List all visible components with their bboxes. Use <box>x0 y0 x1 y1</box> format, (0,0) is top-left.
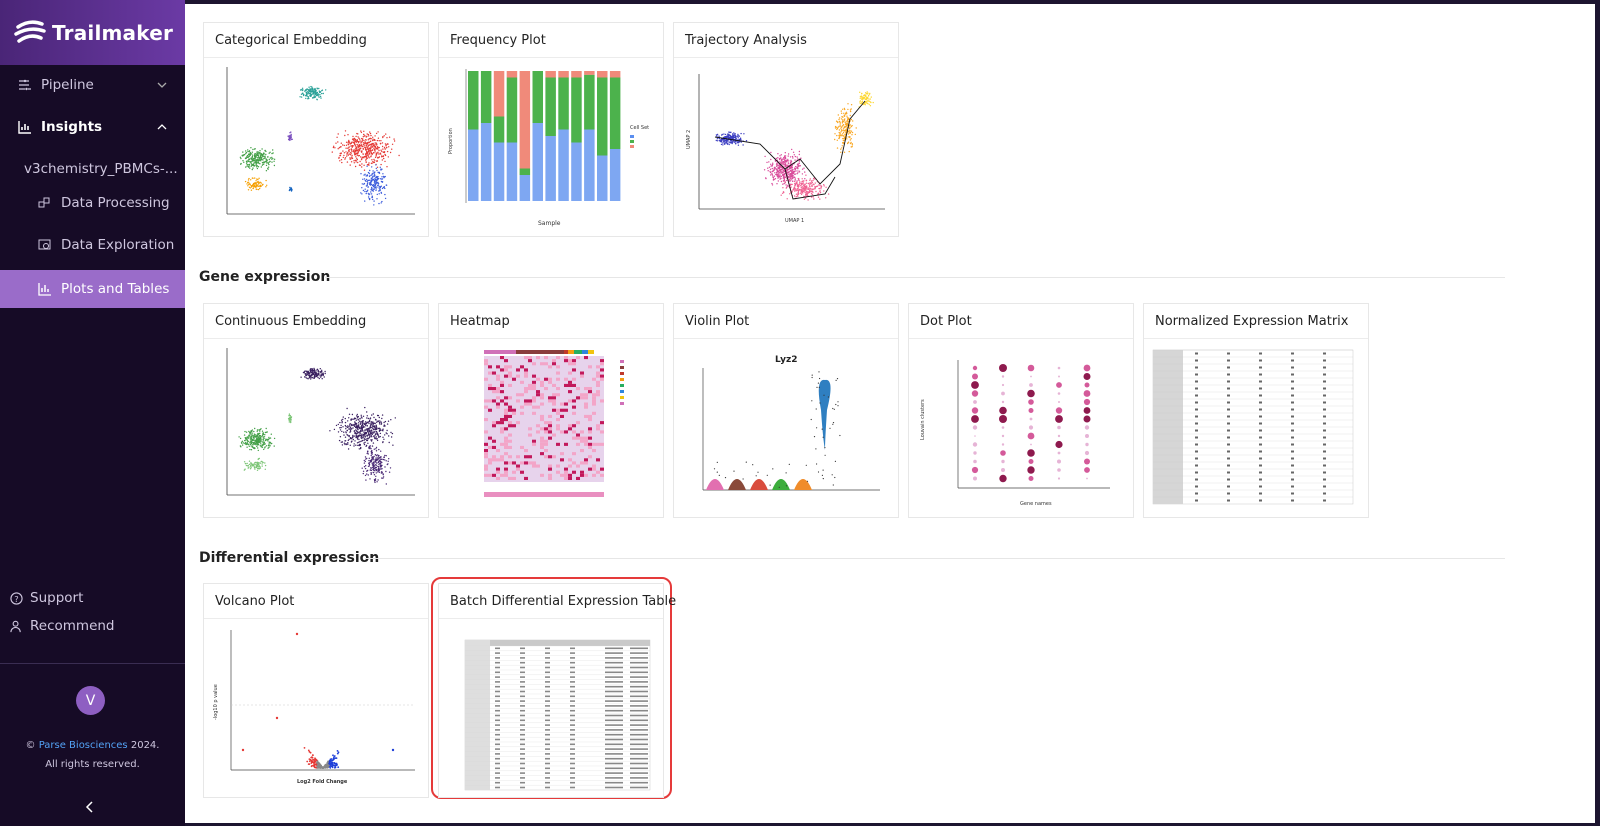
card-batch-differential-expression-table[interactable]: Batch Differential Expression Table <box>438 583 676 798</box>
sidebar-divider <box>0 663 185 664</box>
trajectory-x-label: UMAP 1 <box>785 218 804 224</box>
volcano-plot-thumbnail: Log2 Fold Change -log10 p value <box>205 620 427 796</box>
card-title: Categorical Embedding <box>204 23 428 58</box>
main-content: Categorical Embedding Frequency Plot Sam… <box>185 4 1595 823</box>
frequency-legend-title: Cell Set <box>630 125 649 131</box>
sidebar: Trailmaker Pipeline Insights v3chemistry… <box>0 0 185 826</box>
app-name[interactable]: Trailmaker <box>52 20 174 45</box>
nav-pipeline[interactable]: Pipeline <box>0 66 185 104</box>
selected-card-highlight <box>431 577 672 799</box>
card-violin-plot[interactable]: Violin Plot Lyz2 <box>673 303 899 518</box>
section-divider <box>365 558 1505 559</box>
recommend-label: Recommend <box>30 618 115 634</box>
card-title: Dot Plot <box>909 304 1133 339</box>
nav-plots-and-tables-label: Plots and Tables <box>61 281 170 297</box>
card-title: Frequency Plot <box>439 23 663 58</box>
normalized-expression-matrix-thumbnail <box>1145 340 1367 516</box>
nav-data-exploration-label: Data Exploration <box>61 237 175 253</box>
trailmaker-logo-icon <box>14 19 46 43</box>
copyright-year: 2024. <box>130 740 160 751</box>
chevron-up-icon <box>157 124 167 130</box>
frequency-plot-thumbnail: Sample Proportion Cell Set <box>440 59 662 235</box>
trajectory-analysis-thumbnail: UMAP 1 UMAP 2 <box>675 59 897 235</box>
recommend-link[interactable]: Recommend <box>10 618 115 634</box>
dot-plot-y-label: Louvain clusters <box>920 399 926 440</box>
help-icon: ? <box>10 591 23 605</box>
user-avatar[interactable]: V <box>76 686 105 715</box>
nav-data-processing[interactable]: Data Processing <box>0 184 185 222</box>
support-link[interactable]: ? Support <box>10 590 83 606</box>
violin-plot-thumbnail: Lyz2 <box>675 340 897 516</box>
batch-de-table-thumbnail <box>440 620 662 796</box>
violin-plot-title: Lyz2 <box>775 355 798 365</box>
parse-biosciences-link[interactable]: Parse Biosciences <box>38 740 128 751</box>
data-exploration-icon <box>38 239 51 250</box>
copyright-rights: All rights reserved. <box>45 759 140 770</box>
plots-tables-icon <box>38 283 51 296</box>
card-normalized-expression-matrix[interactable]: Normalized Expression Matrix <box>1143 303 1369 518</box>
card-categorical-embedding[interactable]: Categorical Embedding <box>203 22 429 237</box>
section-title-differential-expression: Differential expression <box>199 550 380 566</box>
heatmap-thumbnail <box>440 340 662 516</box>
pipeline-icon <box>19 79 31 91</box>
card-title: Continuous Embedding <box>204 304 428 339</box>
card-trajectory-analysis[interactable]: Trajectory Analysis UMAP 1 UMAP 2 <box>673 22 899 237</box>
support-label: Support <box>30 590 84 606</box>
card-title: Violin Plot <box>674 304 898 339</box>
section-divider <box>325 277 1505 278</box>
nav-data-exploration[interactable]: Data Exploration <box>0 226 185 264</box>
card-title: Heatmap <box>439 304 663 339</box>
frequency-y-label: Proportion <box>448 128 454 154</box>
card-title: Trajectory Analysis <box>674 23 898 58</box>
collapse-sidebar-icon[interactable] <box>84 800 96 814</box>
card-heatmap[interactable]: Heatmap <box>438 303 664 518</box>
volcano-y-label: -log10 p value <box>213 684 219 720</box>
continuous-embedding-thumbnail <box>205 340 427 516</box>
project-name[interactable]: v3chemistry_PBMCs-... <box>24 161 178 177</box>
dot-plot-x-label: Gene names <box>1020 501 1052 507</box>
card-title: Volcano Plot <box>204 584 428 619</box>
insights-icon <box>18 121 31 134</box>
frequency-x-label: Sample <box>538 220 561 227</box>
nav-insights-label: Insights <box>41 119 103 135</box>
card-continuous-embedding[interactable]: Continuous Embedding <box>203 303 429 518</box>
card-volcano-plot[interactable]: Volcano Plot Log2 Fold Change -log10 p v… <box>203 583 429 798</box>
nav-plots-and-tables[interactable]: Plots and Tables <box>0 270 185 308</box>
copyright: © Parse Biosciences 2024. All rights res… <box>0 736 185 774</box>
trajectory-y-label: UMAP 2 <box>686 130 692 149</box>
svg-text:?: ? <box>14 593 18 603</box>
volcano-x-label: Log2 Fold Change <box>297 779 348 785</box>
data-processing-icon <box>38 197 50 208</box>
copyright-symbol: © <box>25 740 36 751</box>
categorical-embedding-thumbnail <box>205 59 427 235</box>
nav-insights[interactable]: Insights <box>0 108 185 146</box>
nav-data-processing-label: Data Processing <box>61 195 170 211</box>
card-title: Batch Differential Expression Table <box>439 584 676 619</box>
dot-plot-thumbnail: Gene names Louvain clusters <box>910 340 1132 516</box>
nav-pipeline-label: Pipeline <box>41 77 94 93</box>
card-title: Normalized Expression Matrix <box>1144 304 1368 339</box>
section-title-gene-expression: Gene expression <box>199 269 331 285</box>
logo-bar: Trailmaker <box>0 0 185 65</box>
recommend-icon <box>10 620 21 632</box>
card-dot-plot[interactable]: Dot Plot Gene names Louvain clusters <box>908 303 1134 518</box>
chevron-down-icon <box>157 82 167 88</box>
card-frequency-plot[interactable]: Frequency Plot Sample Proportion Cell Se… <box>438 22 664 237</box>
